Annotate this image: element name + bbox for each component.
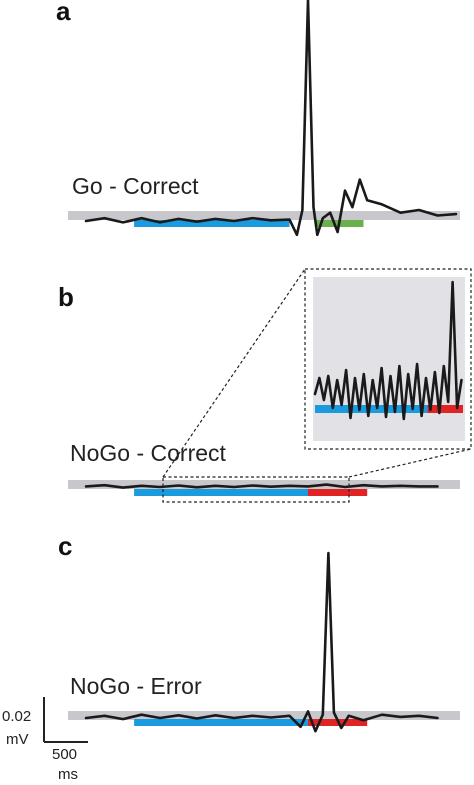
pre-segment-c [134, 719, 308, 726]
post-segment-b [308, 489, 368, 496]
panel-a: a Go - Correct [56, 0, 460, 237]
panel-b: b NoGo - Correct [58, 268, 472, 503]
baseline-bar-c [68, 711, 460, 720]
condition-label-c: NoGo - Error [70, 673, 202, 699]
scale-time-value: 500 [52, 746, 77, 763]
trace-c [84, 551, 439, 733]
zoom-connector-left [162, 268, 306, 478]
trace-b [84, 483, 439, 489]
scale-amplitude-unit: mV [6, 731, 29, 748]
scale-time-unit: ms [58, 766, 78, 783]
scale-amplitude-value: 0.02 [2, 708, 31, 725]
trace-a [84, 0, 458, 237]
inset-post-segment [427, 405, 463, 413]
condition-label-b: NoGo - Correct [70, 440, 227, 466]
inset-trace [313, 280, 463, 421]
condition-label-a: Go - Correct [72, 173, 199, 199]
panel-letter-b: b [58, 282, 74, 312]
inset-pre-segment [315, 405, 428, 413]
zoom-region-frame [162, 476, 350, 503]
baseline-bar-b [68, 480, 460, 489]
baseline-bar-a [68, 211, 460, 220]
inset-background [313, 277, 465, 441]
pre-segment-a [134, 220, 290, 227]
panel-c: c NoGo - Error [58, 531, 460, 733]
panel-letter-c: c [58, 531, 72, 561]
pre-segment-b [134, 489, 308, 496]
panel-letter-a: a [56, 0, 71, 26]
zoom-connector-right [348, 448, 472, 478]
scale-bar: 0.02 mV 500 ms [2, 697, 88, 783]
